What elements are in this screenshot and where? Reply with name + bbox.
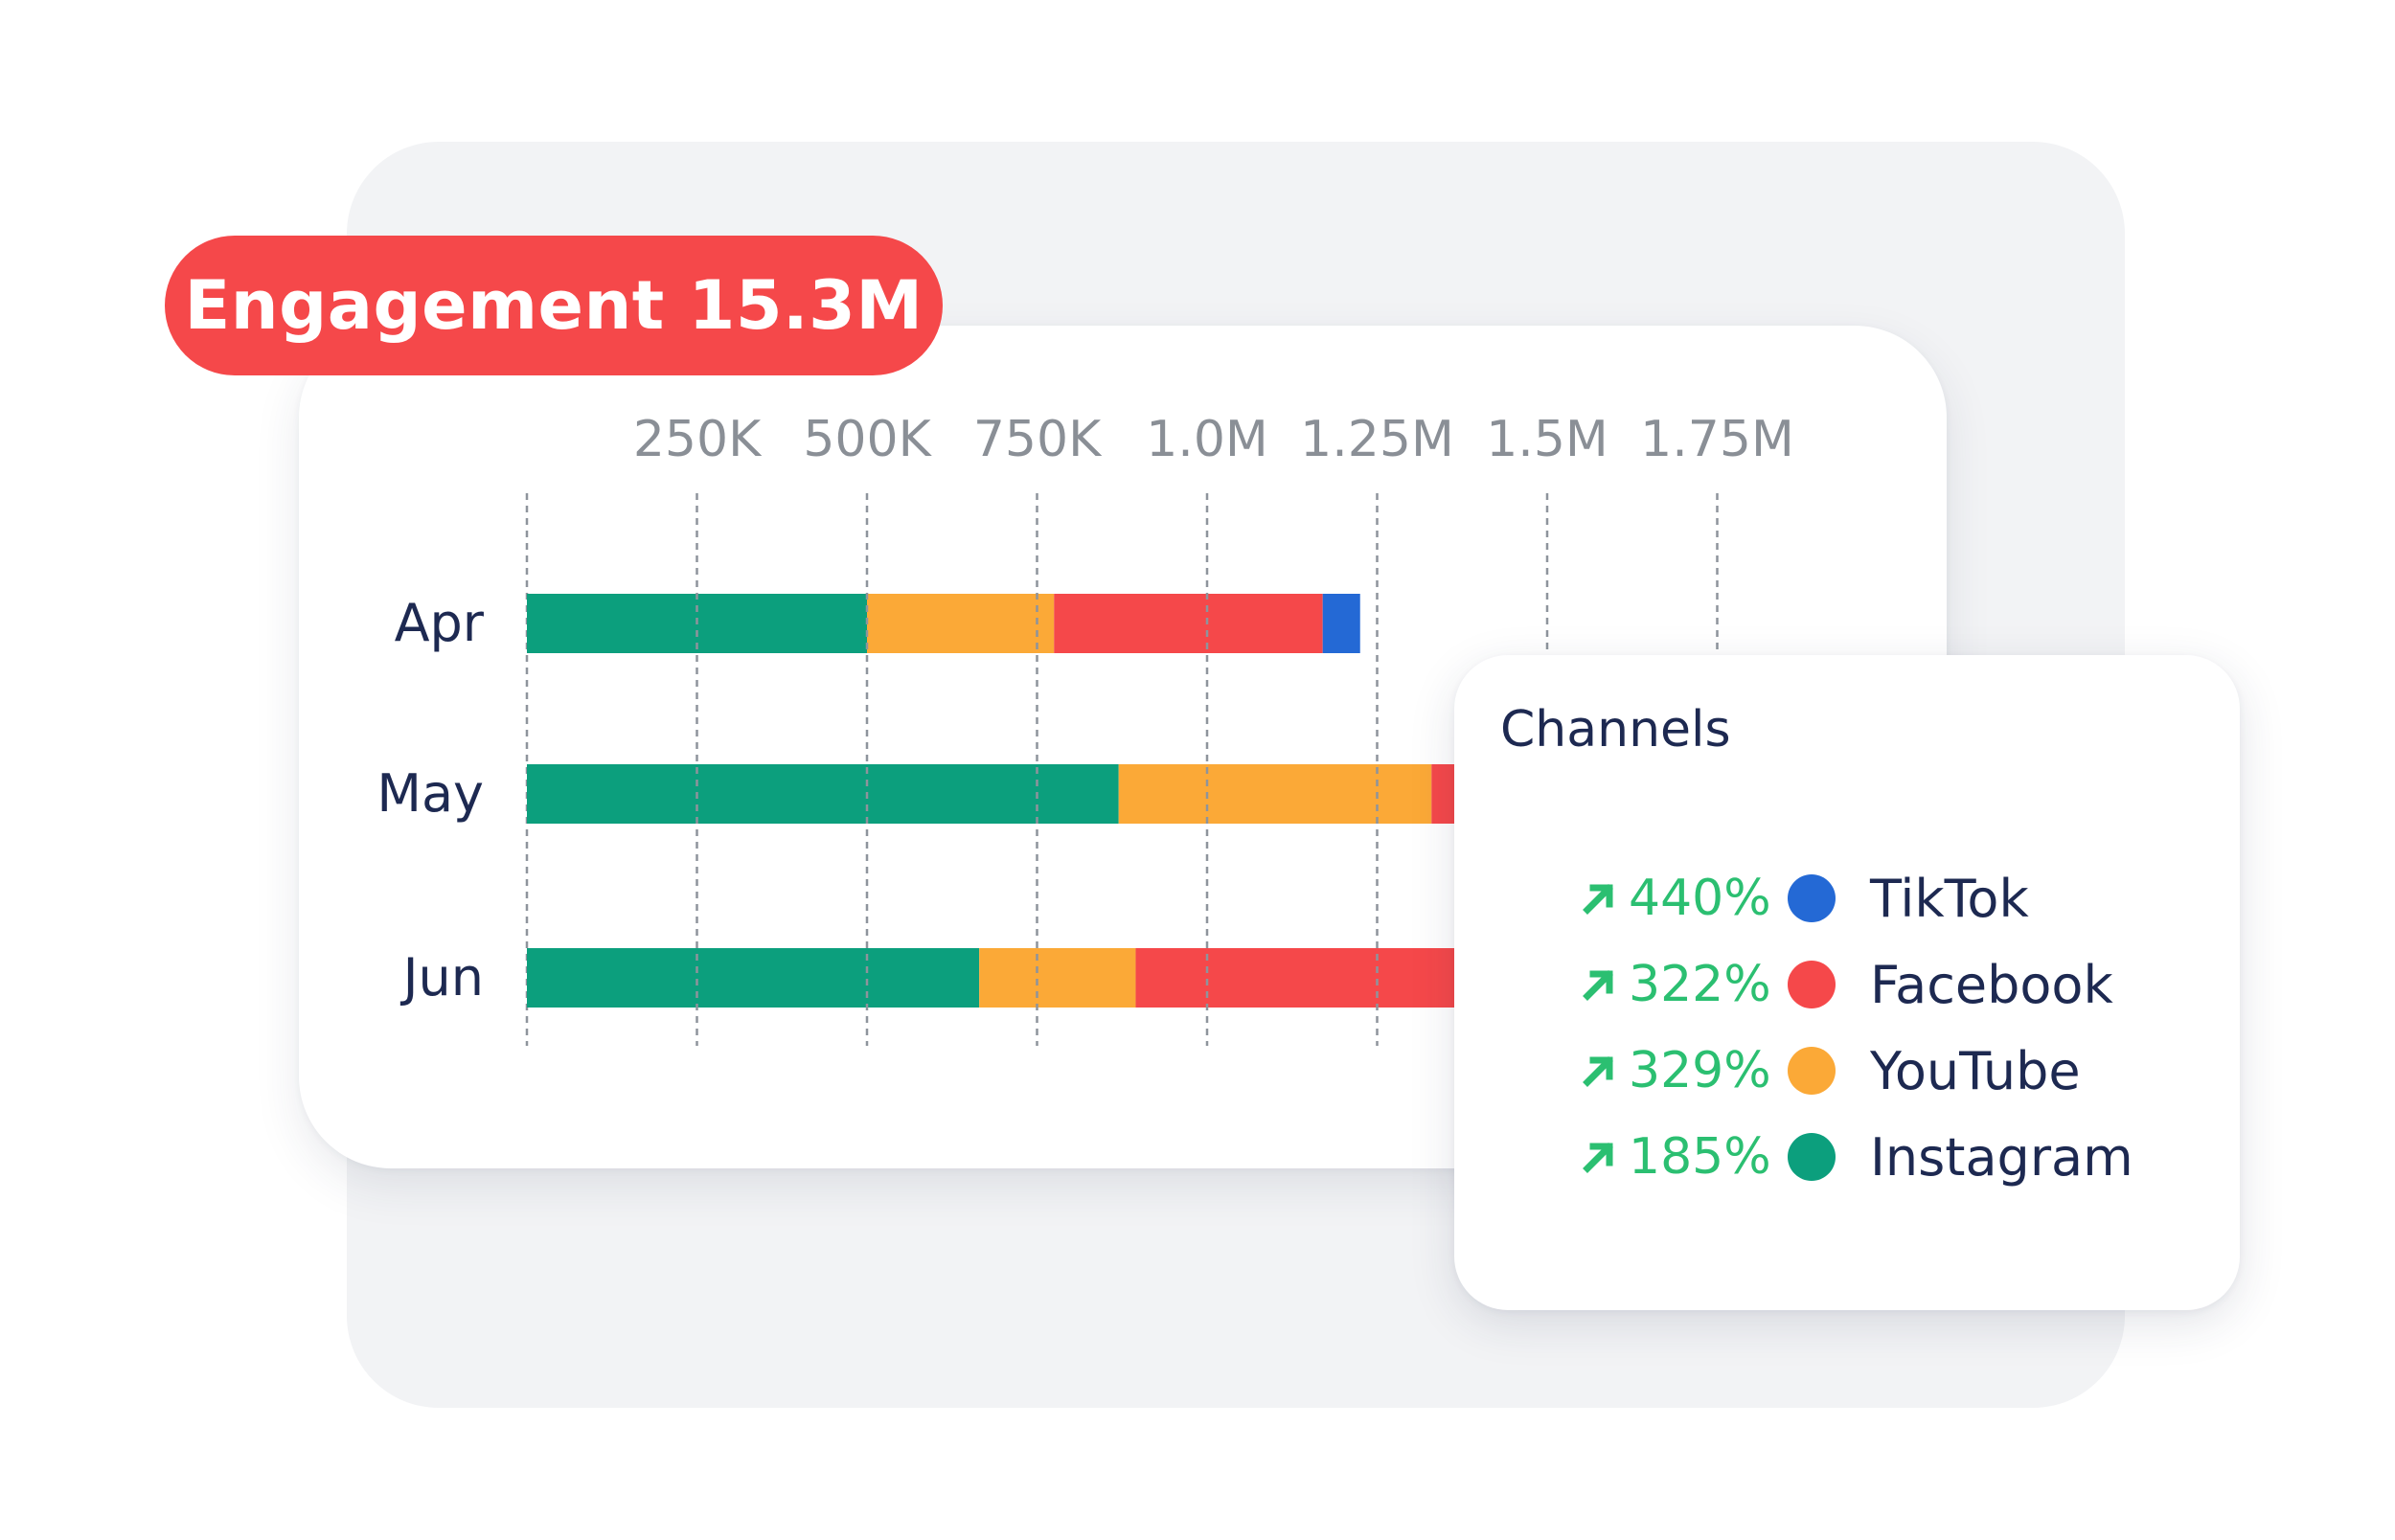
engagement-badge: Engagement 15.3M — [165, 236, 943, 375]
x-tick-label: 750K — [973, 411, 1103, 468]
bars — [527, 594, 1454, 1008]
channel-row-facebook: 322% Facebook — [1577, 946, 2113, 1023]
bar-may-youtube — [1118, 764, 1432, 824]
x-axis-ticks: 250K 500K 750K 1.0M 1.25M 1.5M 1.75M — [633, 411, 1794, 1046]
bar-jun-facebook — [1135, 948, 1454, 1008]
bar-apr-tiktok — [1322, 594, 1360, 653]
channel-change: 185% — [1629, 1128, 1771, 1186]
channel-change: 329% — [1629, 1042, 1771, 1099]
arrow-up-right-icon — [1577, 1049, 1621, 1093]
channels-legend-card: Channels 440% TikTok 322% Facebook 329% … — [1454, 655, 2240, 1310]
x-tick-label: 250K — [633, 411, 763, 468]
facebook-color-dot — [1788, 961, 1836, 1008]
bar-may-facebook — [1431, 764, 1454, 824]
instagram-color-dot — [1788, 1133, 1836, 1181]
x-tick-label: 1.0M — [1146, 411, 1268, 468]
channels-title: Channels — [1500, 701, 1731, 759]
engagement-label: Engagement 15.3M — [184, 266, 924, 345]
channel-change: 322% — [1629, 956, 1771, 1013]
bar-apr-facebook — [1054, 594, 1323, 653]
channel-name: Facebook — [1870, 954, 2113, 1015]
channel-row-instagram: 185% Instagram — [1577, 1119, 2133, 1195]
bar-jun-instagram — [527, 948, 980, 1008]
x-tick-label: 1.25M — [1300, 411, 1454, 468]
tiktok-color-dot — [1788, 874, 1836, 922]
channel-row-youtube: 329% YouTube — [1577, 1032, 2081, 1109]
x-tick-label: 1.5M — [1486, 411, 1608, 468]
bar-may-instagram — [527, 764, 1119, 824]
arrow-up-right-icon — [1577, 876, 1621, 920]
category-label: Apr — [395, 593, 485, 653]
bar-apr-youtube — [867, 594, 1055, 653]
x-tick-label: 500K — [803, 411, 932, 468]
x-tick-label: 1.75M — [1640, 411, 1794, 468]
channel-name: TikTok — [1870, 868, 2029, 929]
category-label: Jun — [400, 947, 484, 1008]
category-labels: Apr May Jun — [376, 593, 484, 1008]
arrow-up-right-icon — [1577, 962, 1621, 1007]
channel-change: 440% — [1629, 870, 1771, 927]
category-label: May — [376, 763, 484, 824]
channel-name: YouTube — [1870, 1040, 2081, 1101]
bar-jun-youtube — [979, 948, 1136, 1008]
channel-name: Instagram — [1870, 1126, 2133, 1188]
channel-row-tiktok: 440% TikTok — [1577, 860, 2029, 937]
youtube-color-dot — [1788, 1047, 1836, 1095]
arrow-up-right-icon — [1577, 1135, 1621, 1179]
